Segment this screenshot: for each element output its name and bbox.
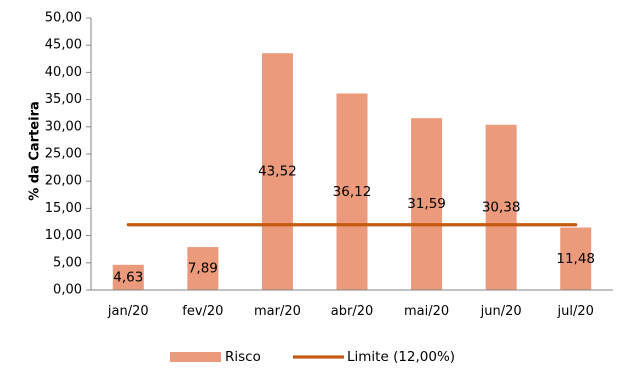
y-tick-label: 45,00	[45, 38, 82, 53]
data-label: 30,38	[482, 199, 521, 215]
data-label: 43,52	[258, 164, 297, 180]
x-tick-label: abr/20	[331, 304, 374, 319]
y-tick-label: 10,00	[45, 228, 82, 243]
y-tick-label: 25,00	[45, 147, 82, 162]
x-tick-label: jan/20	[107, 304, 149, 319]
x-tick-label: mai/20	[404, 304, 449, 319]
data-label: 36,12	[333, 184, 372, 200]
bars	[112, 53, 592, 291]
y-tick-label: 20,00	[45, 174, 82, 189]
bar-jul-20	[560, 227, 592, 290]
bar-abr-20	[336, 93, 368, 290]
y-tick-label: 40,00	[45, 65, 82, 80]
y-axis: 0,00 5,00 10,00 15,00 20,00 25,00 30,00 35,00 40…	[45, 11, 92, 298]
legend: Risco Limite (12,00%)	[170, 349, 455, 365]
y-tick-label: 15,00	[45, 201, 82, 216]
x-tick-label: jun/20	[480, 304, 522, 319]
y-tick-label: 5,00	[53, 255, 82, 270]
legend-label-limite: Limite (12,00%)	[347, 349, 455, 365]
data-label: 11,48	[556, 251, 595, 267]
x-tick-label: fev/20	[182, 304, 223, 319]
legend-label-risco: Risco	[225, 349, 261, 365]
bar-mar-20	[261, 53, 293, 290]
x-tick-label: mar/20	[254, 304, 301, 319]
y-axis-title: % da Carteira	[28, 101, 43, 201]
legend-swatch-risco	[170, 352, 221, 362]
x-axis: jan/20 fev/20 mar/20 abr/20 mai/20 jun/20 jul/…	[91, 289, 613, 319]
bar-jun-20	[485, 124, 517, 290]
bar-mai-20	[411, 118, 443, 291]
y-tick-label: 50,00	[45, 11, 82, 26]
data-label: 4,63	[113, 269, 143, 285]
bar-jan-20	[112, 264, 144, 290]
y-tick-label: 0,00	[53, 283, 82, 298]
data-label: 31,59	[407, 196, 446, 212]
bar-fev-20	[187, 247, 219, 290]
y-tick-label: 30,00	[45, 119, 82, 134]
x-tick-label: jul/20	[557, 304, 594, 319]
y-tick-label: 35,00	[45, 92, 82, 107]
data-labels: 4,63 7,89 43,52 36,12 31,59 30,38 11,48	[113, 164, 595, 286]
data-label: 7,89	[188, 261, 218, 277]
